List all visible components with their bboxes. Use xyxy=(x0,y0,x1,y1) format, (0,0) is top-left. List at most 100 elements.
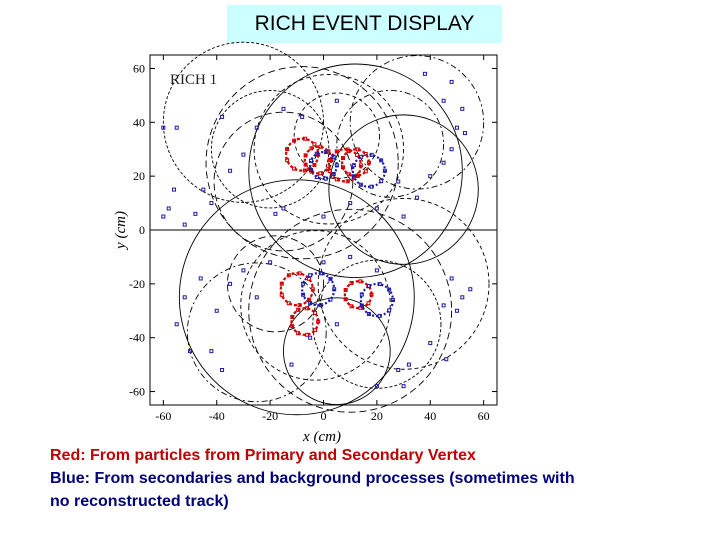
blue-ring xyxy=(359,282,395,318)
ring-hit xyxy=(363,152,368,157)
ring-hit xyxy=(312,142,317,147)
ring-hit xyxy=(369,152,374,157)
x-tick-label: 0 xyxy=(321,409,327,423)
ring-hit xyxy=(328,297,333,302)
x-tick-label: 20 xyxy=(371,409,383,423)
caption-blue-line: Blue: From secondaries and background pr… xyxy=(50,470,575,487)
ring-hit xyxy=(318,303,323,308)
ring-hit xyxy=(340,156,345,161)
ring-hit xyxy=(301,292,306,297)
legend-caption: Red: From particles from Primary and Sec… xyxy=(50,444,710,513)
ring-hit xyxy=(327,157,332,162)
hit-marker xyxy=(273,211,278,216)
ring-hit xyxy=(279,281,284,286)
ring-hit xyxy=(387,287,392,292)
ring-hit xyxy=(307,297,312,302)
hit-marker xyxy=(209,349,214,354)
blue-ring xyxy=(301,272,336,307)
hit-marker xyxy=(428,341,433,346)
ring-hit xyxy=(359,292,364,297)
hit-marker xyxy=(214,308,219,313)
hit-marker xyxy=(161,125,166,130)
hit-marker xyxy=(289,362,294,367)
cherenkov-ring xyxy=(240,230,391,381)
ring-hit xyxy=(296,307,301,312)
ring-hit xyxy=(379,158,384,163)
hit-marker xyxy=(321,214,326,219)
ring-hit xyxy=(343,297,348,302)
hit-marker xyxy=(281,206,286,211)
hits-layer xyxy=(161,71,473,389)
hit-marker xyxy=(401,214,406,219)
ring-hit xyxy=(377,313,382,318)
hit-marker xyxy=(308,335,313,340)
ring-hit xyxy=(355,153,360,158)
ring-hit xyxy=(366,301,371,306)
y-tick-label: -20 xyxy=(129,277,145,291)
ring-hit xyxy=(355,173,360,178)
cherenkov-ring xyxy=(186,262,327,403)
red-ring xyxy=(343,280,373,310)
hit-marker xyxy=(374,206,379,211)
ring-hit xyxy=(379,179,384,184)
ring-hit xyxy=(323,150,328,155)
cherenkov-ring xyxy=(283,297,391,405)
ring-hit xyxy=(309,146,314,151)
y-tick-label: -40 xyxy=(129,331,145,345)
display-title-box: RICH EVENT DISPLAY xyxy=(227,5,502,43)
ring-hit xyxy=(366,160,371,165)
ring-hit xyxy=(358,279,363,284)
ring-hit xyxy=(292,166,297,171)
ring-hit xyxy=(297,271,302,276)
ring-hit xyxy=(307,276,312,281)
y-axis-label: y (cm) xyxy=(113,211,129,251)
ring-hit xyxy=(334,163,339,168)
hit-marker xyxy=(241,268,246,273)
hit-marker xyxy=(254,125,259,130)
rings-layer xyxy=(162,41,490,416)
hit-marker xyxy=(401,384,406,389)
ring-hit xyxy=(345,179,350,184)
cherenkov-ring xyxy=(205,66,399,260)
ring-hit xyxy=(297,303,302,308)
ring-hit xyxy=(349,304,354,309)
hit-marker xyxy=(449,79,454,84)
hit-marker xyxy=(414,195,419,200)
ring-hit xyxy=(366,311,371,316)
ring-hit xyxy=(308,301,313,306)
ring-hit xyxy=(286,273,291,278)
ring-hit xyxy=(296,331,301,336)
x-axis-label: x (cm) xyxy=(302,429,341,445)
x-tick-label: 60 xyxy=(478,409,490,423)
ring-hit xyxy=(327,168,332,173)
ring-hit xyxy=(290,314,295,319)
ring-hit xyxy=(302,168,307,173)
hit-marker xyxy=(441,303,446,308)
cherenkov-ring xyxy=(213,111,354,252)
ring-hit xyxy=(346,172,351,177)
cherenkov-ring xyxy=(210,90,330,209)
ring-hit xyxy=(358,154,363,159)
hit-marker xyxy=(396,179,401,184)
ring-hit xyxy=(363,169,368,174)
ring-hit xyxy=(305,306,310,311)
hit-marker xyxy=(161,214,166,219)
blue-ring xyxy=(351,153,386,188)
ring-hit xyxy=(318,171,323,176)
ring-hit xyxy=(313,310,318,315)
hit-marker xyxy=(254,295,259,300)
cherenkov-ring xyxy=(248,63,463,278)
hit-marker xyxy=(193,211,198,216)
cherenkov-ring xyxy=(293,92,381,179)
ring-hit xyxy=(377,282,382,287)
red-ring xyxy=(279,272,314,307)
cherenkov-ring xyxy=(162,41,324,203)
cherenkov-ring xyxy=(226,235,324,333)
hit-marker xyxy=(188,349,193,354)
ring-hit xyxy=(366,284,371,289)
ring-hit xyxy=(302,136,307,141)
hit-marker xyxy=(281,106,286,111)
hit-marker xyxy=(462,131,467,136)
hit-marker xyxy=(374,268,379,273)
ring-hit xyxy=(310,287,315,292)
